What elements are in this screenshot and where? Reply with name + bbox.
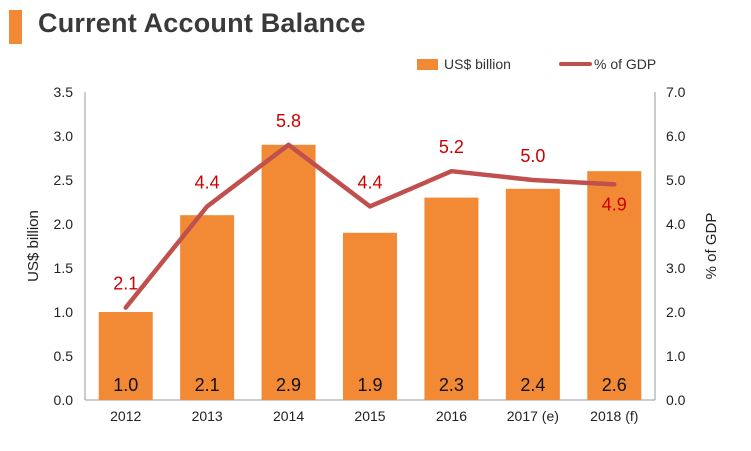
y-right-tick-label: 0.0 [666,392,686,408]
legend-bar-label: US$ billion [444,56,511,72]
bar [343,232,397,400]
bar-value-label: 2.9 [276,375,301,395]
y-axis-left-ticks: 0.0 0.5 1.0 1.5 2.0 2.5 3.0 3.5 [54,84,74,408]
y-left-tick-label: 1.0 [54,304,74,320]
x-tick-label: 2013 [192,408,223,424]
y-right-tick-label: 5.0 [666,172,686,188]
bar-series [98,144,642,400]
bar-value-label: 1.9 [357,375,382,395]
line-value-label: 5.0 [520,146,545,166]
y-left-tick-label: 2.5 [54,172,74,188]
line-point [368,204,372,208]
bar-value-labels: 1.0 2.1 2.9 1.9 2.3 2.4 2.6 [113,375,627,395]
y-left-tick-label: 0.0 [54,392,74,408]
bar [261,144,316,400]
y-axis-left-title: US$ billion [25,210,42,282]
chart-title: Current Account Balance [38,8,366,38]
x-tick-label: 2018 (f) [590,408,638,424]
title-accent-bar [9,10,22,44]
x-tick-label: 2015 [354,408,385,424]
line-point [205,204,209,208]
y-left-tick-label: 1.5 [54,260,74,276]
y-axis-right-ticks: 0.0 1.0 2.0 3.0 4.0 5.0 6.0 7.0 [666,84,686,408]
legend: US$ billion % of GDP [417,56,656,72]
line-point [612,182,616,186]
bar [587,171,642,400]
y-left-tick-label: 2.0 [54,216,74,232]
y-axis-right-title: % of GDP [703,213,720,280]
y-left-tick-label: 3.0 [54,128,74,144]
y-right-tick-label: 2.0 [666,304,686,320]
line-series [123,142,617,310]
x-axis-ticks: 2012 2013 2014 2015 2016 2017 (e) 2018 (f) [110,408,638,424]
x-tick-label: 2017 (e) [507,408,559,424]
line-value-labels: 2.1 4.4 5.8 4.4 5.2 5.0 4.9 [113,111,627,294]
y-right-tick-label: 7.0 [666,84,686,100]
y-left-tick-label: 3.5 [54,84,74,100]
bar [424,197,479,400]
x-tick-label: 2016 [436,408,467,424]
line-value-label: 5.2 [439,137,464,157]
x-tick-label: 2012 [110,408,141,424]
bar-value-label: 2.1 [195,375,220,395]
legend-line-label: % of GDP [594,56,656,72]
bar-value-label: 2.4 [520,375,545,395]
line-value-label: 4.4 [195,172,220,192]
x-tick-label: 2014 [273,408,304,424]
line-point [287,143,291,147]
bar [505,188,560,400]
bar-value-label: 1.0 [113,375,138,395]
bar [180,215,235,400]
bar-value-label: 2.3 [439,375,464,395]
line-point [124,306,128,310]
y-left-tick-label: 0.5 [54,348,74,364]
line-value-label: 4.9 [602,194,627,214]
bar-value-label: 2.6 [602,375,627,395]
line-value-label: 5.8 [276,111,301,131]
line-point [531,178,535,182]
y-right-tick-label: 3.0 [666,260,686,276]
y-right-tick-label: 1.0 [666,348,686,364]
line-value-label: 4.4 [357,172,382,192]
line-value-label: 2.1 [113,274,138,294]
line-point [449,169,453,173]
legend-bar-swatch [417,59,438,70]
bar [98,312,153,400]
y-right-tick-label: 6.0 [666,128,686,144]
y-right-tick-label: 4.0 [666,216,686,232]
